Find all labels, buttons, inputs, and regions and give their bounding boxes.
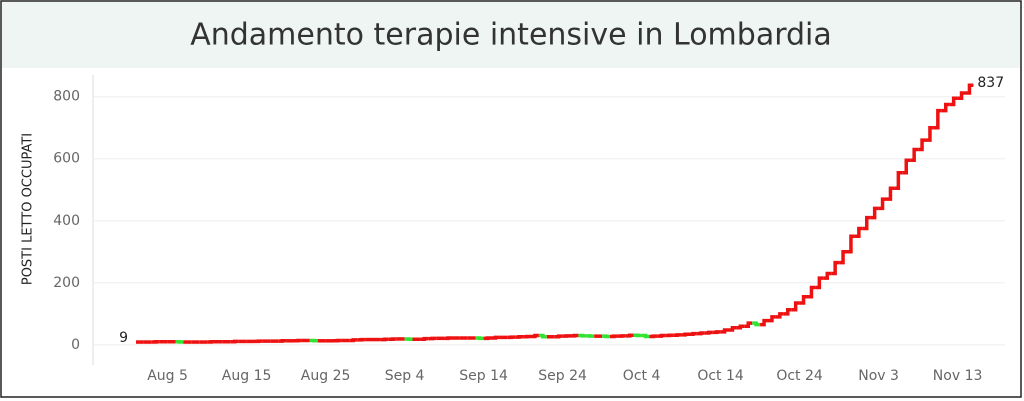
line-step bbox=[862, 215, 871, 231]
line-step bbox=[933, 108, 942, 130]
line-step bbox=[531, 333, 539, 339]
x-tick-label: Aug 15 bbox=[222, 368, 272, 384]
y-tick-label: 400 bbox=[53, 213, 80, 229]
line-step bbox=[918, 138, 926, 152]
line-step bbox=[744, 321, 753, 328]
line-step bbox=[902, 158, 911, 175]
line-step bbox=[854, 226, 863, 239]
data-label: 9 bbox=[119, 330, 128, 346]
y-tick-label: 200 bbox=[53, 275, 80, 291]
x-tick-label: Aug 25 bbox=[301, 368, 351, 384]
line-step bbox=[760, 318, 768, 327]
line-step bbox=[728, 326, 737, 332]
line-step bbox=[807, 285, 816, 299]
x-tick-label: Sep 4 bbox=[385, 368, 425, 384]
line-step bbox=[791, 301, 800, 312]
line-step bbox=[831, 260, 840, 276]
y-tick-label: 600 bbox=[53, 151, 80, 167]
line-step bbox=[538, 333, 547, 339]
y-tick-label: 800 bbox=[53, 89, 80, 105]
line-step bbox=[926, 125, 934, 142]
line-step bbox=[870, 206, 879, 220]
line-step bbox=[949, 96, 958, 107]
data-label: 837 bbox=[977, 75, 1004, 91]
line-step bbox=[657, 333, 666, 338]
y-axis-label: POSTI LETTO OCCUPATI bbox=[21, 133, 36, 285]
line-step bbox=[815, 276, 824, 290]
x-tick-label: Oct 14 bbox=[697, 368, 744, 384]
line-step bbox=[783, 308, 792, 316]
line-step bbox=[420, 336, 429, 342]
x-tick-label: Aug 5 bbox=[147, 368, 188, 384]
line-step bbox=[799, 295, 808, 305]
y-tick-label: 0 bbox=[71, 337, 80, 353]
x-tick-label: Oct 24 bbox=[776, 368, 823, 384]
line-step bbox=[736, 324, 745, 330]
line-step bbox=[491, 335, 500, 340]
line-step bbox=[641, 333, 650, 339]
line-step bbox=[768, 315, 776, 323]
line-step bbox=[752, 321, 761, 327]
line-step bbox=[696, 331, 705, 336]
line-step bbox=[886, 186, 895, 201]
line-step bbox=[681, 332, 689, 337]
x-tick-label: Sep 14 bbox=[459, 368, 508, 384]
line-step bbox=[965, 83, 974, 95]
line-step bbox=[910, 147, 919, 163]
line-step bbox=[894, 170, 903, 190]
line-step bbox=[847, 234, 855, 254]
line-step bbox=[941, 102, 950, 113]
line-step bbox=[712, 330, 721, 335]
x-tick-label: Oct 4 bbox=[623, 368, 661, 384]
line-step bbox=[957, 91, 966, 101]
line-step bbox=[878, 197, 887, 211]
line-step bbox=[775, 312, 784, 319]
x-tick-label: Sep 24 bbox=[538, 368, 587, 384]
line-step bbox=[554, 334, 563, 339]
x-tick-label: Nov 13 bbox=[933, 368, 983, 384]
line-step bbox=[839, 250, 847, 265]
line-step bbox=[625, 333, 634, 338]
title-band bbox=[2, 2, 1020, 68]
chart-title: Andamento terapie intensive in Lombardia bbox=[190, 18, 832, 53]
line-step bbox=[720, 328, 729, 334]
line-step bbox=[704, 330, 713, 335]
line-step bbox=[689, 331, 697, 337]
line-step bbox=[349, 338, 358, 343]
x-tick-label: Nov 3 bbox=[858, 368, 899, 384]
line-step bbox=[823, 271, 832, 280]
